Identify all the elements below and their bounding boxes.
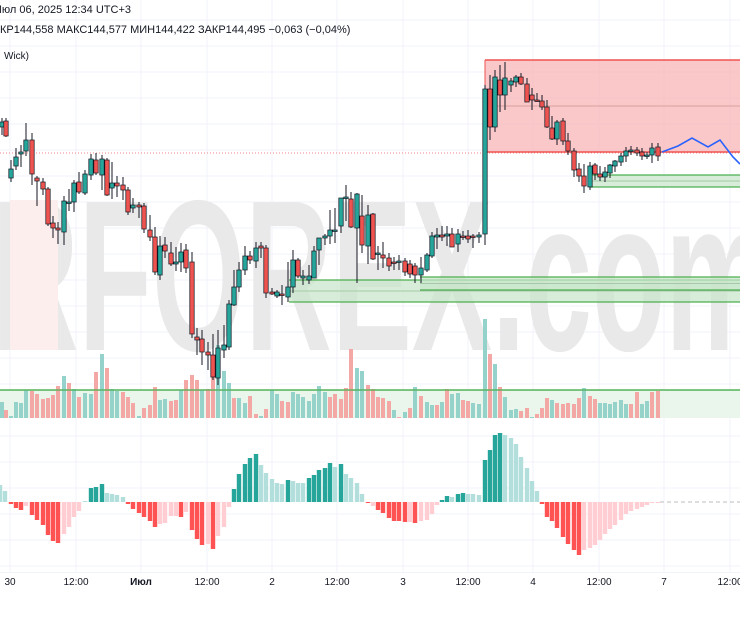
time-tick: 7 [661,577,667,588]
time-tick: 4 [530,577,536,588]
volume-histogram [0,319,740,418]
time-tick: 3 [400,577,406,588]
time-axis[interactable]: 30 12:00 Июл 12:00 2 12:00 3 12:00 4 12:00 7 12:00 [0,572,740,595]
bottom-blank-area [0,594,740,620]
projection-path[interactable] [661,137,740,165]
time-tick: Июл [130,577,152,588]
time-tick: 12:00 [455,577,481,588]
svg-text:RFOREX.com: RFOREX.com [0,155,740,396]
time-tick: 30 [4,577,16,588]
time-tick: 2 [269,577,275,588]
watermark: RFOREX.com [0,155,740,396]
time-tick: 12:00 [717,577,740,588]
time-tick: 12:00 [63,577,89,588]
legend-date: Июл 06, 2025 12:34 UTC+3 [0,4,131,16]
time-tick: 12:00 [586,577,612,588]
legend-indicator: Wick) [4,51,29,62]
time-tick: 12:00 [324,577,350,588]
candlestick-series [0,62,661,385]
time-tick: 12:00 [194,577,220,588]
legend-ohlc: КР144,558 МАКС144,577 МИН144,422 ЗАКР144… [0,24,351,36]
oscillator-histogram [0,433,740,555]
